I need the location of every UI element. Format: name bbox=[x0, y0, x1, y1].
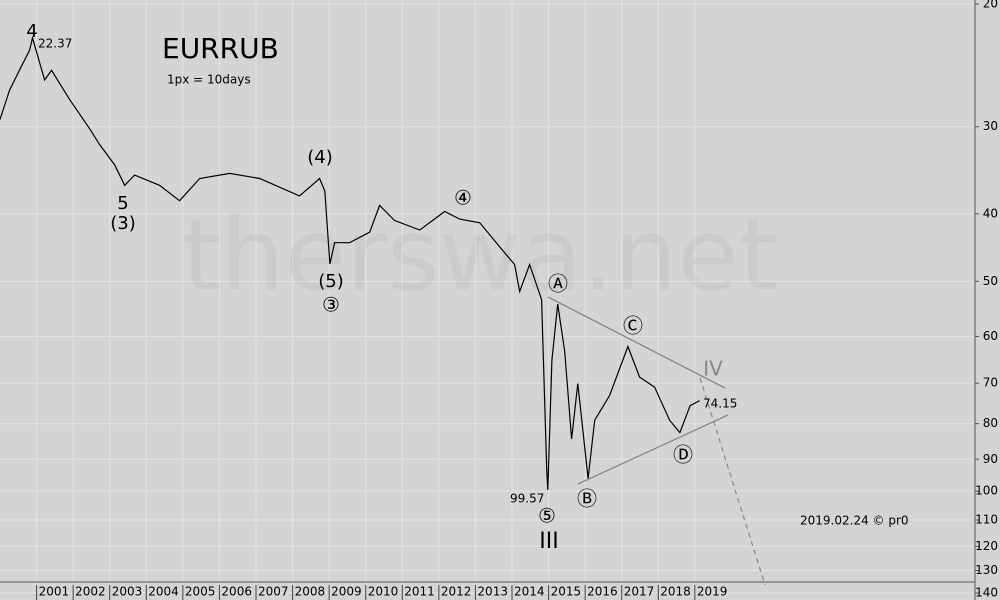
annotation: 22.37 bbox=[38, 37, 72, 51]
annotation: (4) bbox=[307, 147, 333, 168]
y-tick-label: 80 bbox=[983, 416, 998, 430]
x-tick-label: 2006 bbox=[221, 585, 252, 599]
projection bbox=[699, 377, 766, 586]
x-tick-label: 2004 bbox=[148, 585, 179, 599]
annotation: ④ bbox=[454, 186, 472, 210]
x-tick-label: 2017 bbox=[624, 585, 655, 599]
x-tick-label: 2010 bbox=[368, 585, 399, 599]
x-tick-label: 2016 bbox=[587, 585, 618, 599]
grid bbox=[0, 0, 975, 594]
x-tick-label: 2015 bbox=[551, 585, 582, 599]
footer: 2019.02.24 © pr0 bbox=[800, 514, 909, 528]
y-tick-label: 100 bbox=[975, 484, 998, 498]
annotation: Ⓑ bbox=[577, 487, 597, 511]
chart-title: EURRUB bbox=[162, 32, 279, 65]
x-tick-label: 2011 bbox=[404, 585, 435, 599]
y-tick-label: 110 bbox=[975, 513, 998, 527]
x-tick-label: 2009 bbox=[331, 585, 362, 599]
x-tick-label: 2003 bbox=[112, 585, 143, 599]
x-tick-label: 2012 bbox=[441, 585, 472, 599]
annotation: IV bbox=[703, 357, 723, 381]
subtitle: 1px = 10days bbox=[167, 73, 251, 87]
annotation: 99.57 bbox=[510, 492, 544, 506]
annotation: Ⓐ bbox=[548, 272, 568, 296]
x-tick-label: 2005 bbox=[185, 585, 216, 599]
triangle-upper bbox=[547, 296, 726, 389]
y-tick-label: 60 bbox=[983, 329, 998, 343]
x-tick-label: 2018 bbox=[660, 585, 691, 599]
y-tick-label: 90 bbox=[983, 452, 998, 466]
annotation: (5) bbox=[318, 271, 344, 292]
watermark: therswa.net bbox=[182, 196, 778, 313]
annotation: ⑤ bbox=[538, 504, 556, 528]
y-tick-label: 30 bbox=[983, 119, 998, 133]
x-tick-label: 2019 bbox=[697, 585, 728, 599]
x-tick-label: 2013 bbox=[477, 585, 508, 599]
price-line bbox=[0, 35, 700, 490]
y-tick-label: 120 bbox=[975, 539, 998, 553]
y-tick-label: 50 bbox=[983, 274, 998, 288]
x-tick-label: 2014 bbox=[514, 585, 545, 599]
x-tick-label: 2002 bbox=[75, 585, 106, 599]
annotation: 74.15 bbox=[703, 397, 737, 411]
annotation: ③ bbox=[322, 293, 340, 317]
annotation: Ⓒ bbox=[623, 314, 643, 338]
annotation: 4 bbox=[26, 21, 37, 42]
y-tick-label: 40 bbox=[983, 206, 998, 220]
x-tick-label: 2008 bbox=[295, 585, 326, 599]
y-tick-label: 70 bbox=[983, 376, 998, 390]
annotation: (3) bbox=[110, 213, 136, 234]
annotation: III bbox=[539, 529, 558, 554]
y-tick-label: 130 bbox=[975, 563, 998, 577]
y-tick-label: 20 bbox=[983, 0, 998, 11]
x-tick-label: 2001 bbox=[39, 585, 70, 599]
triangle-lower bbox=[577, 414, 729, 485]
annotation: 5 bbox=[117, 193, 128, 214]
annotation: Ⓓ bbox=[673, 443, 693, 467]
x-tick-label: 2007 bbox=[258, 585, 289, 599]
y-tick-label: 140 bbox=[975, 586, 998, 600]
